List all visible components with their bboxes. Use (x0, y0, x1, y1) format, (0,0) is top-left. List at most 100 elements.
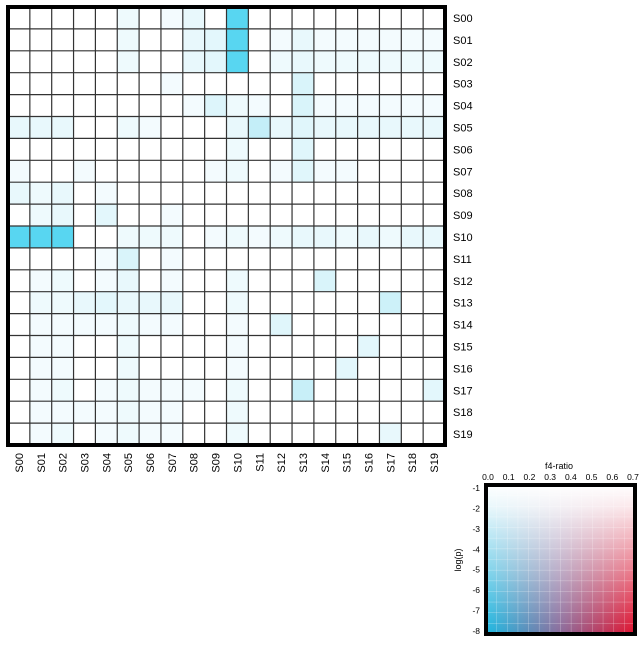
heatmap-cell (248, 357, 271, 380)
column-label: S15 (342, 453, 354, 473)
heatmap-cell (182, 247, 205, 270)
heatmap-cell (379, 247, 402, 270)
heatmap-cell (292, 7, 314, 29)
heatmap-cell (95, 204, 118, 226)
heatmap-cell (248, 313, 271, 336)
heatmap-cell (335, 401, 358, 424)
heatmap-cell (204, 401, 227, 424)
row-label: S17 (453, 385, 473, 397)
heatmap-cell (73, 182, 96, 205)
heatmap-cell (8, 291, 30, 314)
heatmap-cell (226, 50, 249, 73)
legend-y-tick-label: -5 (472, 565, 480, 575)
heatmap-cell (29, 182, 52, 205)
heatmap-cell (160, 94, 183, 117)
heatmap-cell (313, 116, 336, 139)
heatmap-cell (139, 313, 161, 336)
heatmap-cell (292, 357, 314, 380)
column-label: S13 (298, 453, 310, 473)
heatmap-cell (160, 379, 183, 402)
heatmap-cell (335, 204, 358, 226)
heatmap-cell (313, 138, 336, 161)
heatmap-cell (292, 335, 314, 358)
heatmap-cell (95, 335, 118, 358)
heatmap-cell (335, 7, 358, 29)
heatmap-cell (292, 204, 314, 226)
row-label: S01 (453, 35, 473, 47)
legend-y-tick-label: -3 (472, 524, 480, 534)
heatmap-cell (95, 94, 118, 117)
heatmap-cell (8, 182, 30, 205)
heatmap-cell (248, 226, 271, 248)
heatmap-cell (51, 28, 74, 51)
heatmap-cell (95, 379, 118, 402)
heatmap-cell (248, 204, 271, 226)
heatmap-cell (8, 226, 30, 248)
heatmap-cell (8, 72, 30, 95)
heatmap-cell (73, 72, 96, 95)
heatmap-cell (423, 116, 445, 139)
heatmap-cell (248, 28, 271, 51)
heatmap-cell (51, 116, 74, 139)
heatmap-cell (117, 94, 140, 117)
heatmap-cell (423, 423, 445, 445)
heatmap-cell (248, 269, 271, 292)
heatmap-cell (423, 28, 445, 51)
heatmap-cell (313, 313, 336, 336)
heatmap-cell (73, 291, 96, 314)
heatmap-cell (182, 7, 205, 29)
heatmap-grid (8, 7, 445, 445)
heatmap-cell (51, 182, 74, 205)
heatmap-cell (270, 182, 293, 205)
column-label: S03 (79, 453, 91, 473)
legend-x-tick-label: 0.7 (627, 472, 639, 482)
heatmap-cell (357, 357, 380, 380)
heatmap-cell (182, 182, 205, 205)
heatmap-cell (182, 291, 205, 314)
heatmap-cell (357, 116, 380, 139)
legend-y-tick-label: -7 (472, 606, 480, 616)
heatmap-cell (117, 50, 140, 73)
legend-y-tick-label: -8 (472, 626, 480, 636)
heatmap-cell (29, 423, 52, 445)
heatmap-cells (8, 7, 445, 445)
legend-y-tick-label: -4 (472, 544, 480, 554)
row-label: S00 (453, 13, 473, 25)
heatmap-cell (139, 182, 161, 205)
heatmap-cell (139, 116, 161, 139)
heatmap-cell (401, 116, 424, 139)
heatmap-cell (357, 28, 380, 51)
heatmap-cell (95, 226, 118, 248)
heatmap-cell (401, 7, 424, 29)
column-label: S02 (58, 453, 70, 473)
heatmap-cell (139, 28, 161, 51)
heatmap-cell (226, 423, 249, 445)
heatmap-cell (117, 357, 140, 380)
heatmap-cell (117, 401, 140, 424)
heatmap-cell (204, 116, 227, 139)
heatmap-cell (160, 335, 183, 358)
heatmap-cell (423, 72, 445, 95)
heatmap-cell (204, 182, 227, 205)
heatmap-cell (357, 335, 380, 358)
heatmap-cell (226, 72, 249, 95)
heatmap-cell (95, 50, 118, 73)
heatmap-cell (139, 247, 161, 270)
heatmap-cell (226, 160, 249, 183)
heatmap-cell (182, 401, 205, 424)
heatmap-cell (95, 28, 118, 51)
heatmap-cell (182, 269, 205, 292)
heatmap-cell (248, 247, 271, 270)
heatmap-frame (6, 5, 447, 447)
heatmap-cell (313, 291, 336, 314)
heatmap-cell (139, 401, 161, 424)
heatmap-cell (95, 138, 118, 161)
heatmap-cell (73, 247, 96, 270)
heatmap-cell (95, 116, 118, 139)
heatmap-cell (51, 247, 74, 270)
heatmap-cell (357, 204, 380, 226)
column-label: S11 (254, 453, 266, 472)
heatmap-cell (117, 379, 140, 402)
column-label: S10 (232, 453, 244, 473)
heatmap-cell (8, 247, 30, 270)
